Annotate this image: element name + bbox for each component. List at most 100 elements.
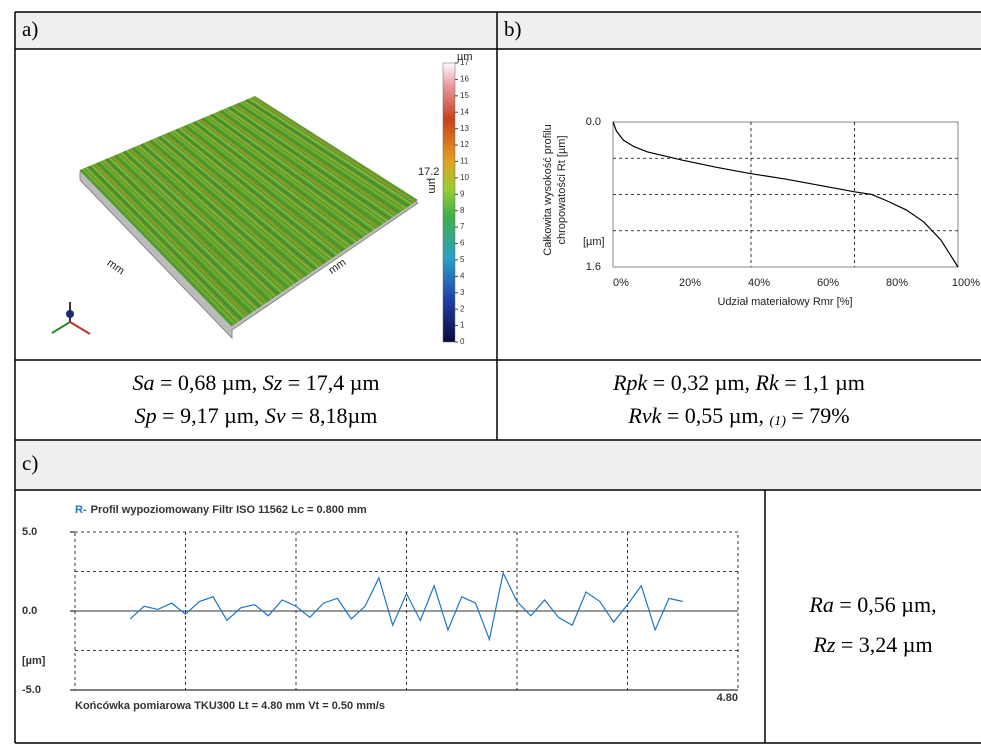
- surface-texture: [245, 99, 410, 207]
- surface-texture: [94, 163, 248, 316]
- surface-texture: [123, 151, 279, 295]
- surface-texture: [170, 131, 329, 262]
- surface-texture: [114, 154, 270, 302]
- colorbar-tick-label: 9: [460, 189, 465, 198]
- x-tick-label: 0%: [613, 277, 629, 289]
- axis-label: µm: [426, 178, 438, 194]
- colorbar-tick-label: 1: [460, 321, 465, 330]
- colorbar-tick-label: 11: [460, 157, 469, 166]
- table-borders: [14, 11, 981, 744]
- surface-texture: [181, 126, 341, 254]
- surface-texture: [108, 157, 264, 306]
- surface-texture: [82, 168, 236, 325]
- y-tick-label: 0.0: [22, 605, 37, 617]
- panel-label: a): [22, 17, 38, 41]
- plot-frame: [612, 121, 959, 268]
- chart-title: R- Profil wypoziomowany Filtr ISO 11562 L…: [75, 504, 367, 516]
- surface-texture: [231, 105, 394, 218]
- surface-texture: [99, 160, 255, 312]
- surface-texture: [225, 107, 388, 222]
- axis-triad: [51, 302, 91, 335]
- colorbar-tick-label: 4: [460, 271, 465, 280]
- x-tick-label: 100%: [952, 277, 980, 289]
- surface-texture: [140, 143, 298, 283]
- colorbar-tick-label: 17: [460, 58, 469, 67]
- axis-label: mm: [105, 257, 127, 277]
- surface-texture: [146, 141, 304, 279]
- surface-texture: [251, 96, 416, 203]
- y-tick-label: 5.0: [22, 526, 37, 538]
- surface-texture: [167, 132, 326, 264]
- x-tick-label: 20%: [679, 277, 701, 289]
- param-line: Sa = 0,68 µm, Sz = 17,4 µm: [133, 370, 380, 395]
- y-unit: [µm]: [583, 236, 605, 248]
- surface-texture: [149, 139, 307, 277]
- y-axis-label: chropowatości Rt [µm]: [556, 135, 568, 244]
- surface-3d: [79, 96, 419, 340]
- colorbar-tick-label: 6: [460, 239, 465, 248]
- surface-texture: [164, 133, 323, 266]
- colorbar-unit: µm: [457, 51, 473, 63]
- param-line: Sp = 9,17 µm, Sv = 8,18µm: [135, 403, 378, 428]
- profile-line: [129, 571, 683, 642]
- surface-texture: [85, 167, 239, 323]
- surface-texture: [213, 112, 375, 230]
- surface-texture: [210, 113, 372, 233]
- surface-texture: [237, 102, 400, 214]
- surface-texture: [184, 125, 345, 251]
- surface-texture: [120, 152, 276, 298]
- surface-texture: [129, 148, 286, 291]
- surface-texture: [161, 134, 320, 268]
- surface-texture: [102, 159, 258, 310]
- colorbar-tick-label: 13: [460, 124, 469, 133]
- y-tick-label: 1.6: [586, 261, 601, 273]
- surface-texture: [207, 115, 369, 235]
- surface-texture: [158, 136, 317, 270]
- bearing-curve: [612, 121, 959, 268]
- surface-texture: [126, 149, 283, 293]
- y-unit: [µm]: [22, 655, 46, 667]
- surface-texture: [202, 117, 363, 239]
- y-axis-label: Całkowita wysokość profilu: [542, 124, 554, 255]
- surface-texture: [172, 130, 332, 260]
- y-tick-label: 0.0: [586, 116, 601, 128]
- surface-texture: [178, 127, 338, 256]
- colorbar-tick-label: 0: [460, 337, 465, 346]
- surface-texture: [193, 121, 354, 245]
- colorbar-tick-label: 16: [460, 75, 469, 84]
- surface-texture: [175, 128, 335, 258]
- colorbar-tick-label: 2: [460, 304, 465, 313]
- surface-texture: [117, 153, 273, 300]
- colorbar-tick-label: 14: [460, 107, 469, 116]
- surface-texture: [137, 144, 295, 285]
- panel-label: b): [504, 17, 522, 41]
- colorbar-tick-label: 10: [460, 173, 469, 182]
- surface-texture: [132, 147, 289, 289]
- surface-texture: [97, 162, 252, 314]
- surface-texture: [152, 138, 310, 274]
- surface-texture: [199, 118, 360, 241]
- surface-texture: [187, 123, 348, 249]
- x-axis-label: Udział materiałowy Rmr [%]: [717, 296, 852, 308]
- x-tick-label: 40%: [748, 277, 770, 289]
- colorbar: [442, 62, 456, 343]
- surface-texture: [240, 101, 403, 212]
- colorbar-tick-label: 8: [460, 206, 465, 215]
- surface-texture: [228, 106, 391, 220]
- surface-texture: [155, 137, 314, 272]
- header-row: [15, 440, 981, 490]
- colorbar-tick-label: 12: [460, 140, 469, 149]
- header-row: [15, 12, 981, 49]
- surface-texture: [222, 109, 385, 224]
- x-tick-label: 60%: [817, 277, 839, 289]
- surface-texture: [190, 122, 351, 247]
- colorbar-tick-label: 5: [460, 255, 465, 264]
- param-line: Rpk = 0,32 µm, Rk = 1,1 µm: [612, 370, 865, 395]
- surface-texture: [134, 146, 292, 287]
- param-line: Ra = 0,56 µm,: [808, 592, 936, 617]
- surface-texture: [248, 97, 413, 205]
- surface-texture: [219, 110, 382, 226]
- axis-label: 17.2: [418, 166, 439, 178]
- surface-texture: [143, 142, 301, 281]
- param-line: Rvk = 0,55 µm, (1) = 79%: [627, 403, 849, 429]
